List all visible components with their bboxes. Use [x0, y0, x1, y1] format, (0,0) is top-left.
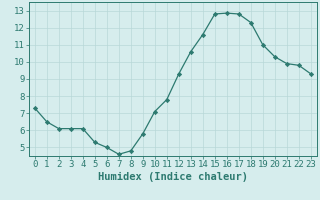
X-axis label: Humidex (Indice chaleur): Humidex (Indice chaleur): [98, 172, 248, 182]
